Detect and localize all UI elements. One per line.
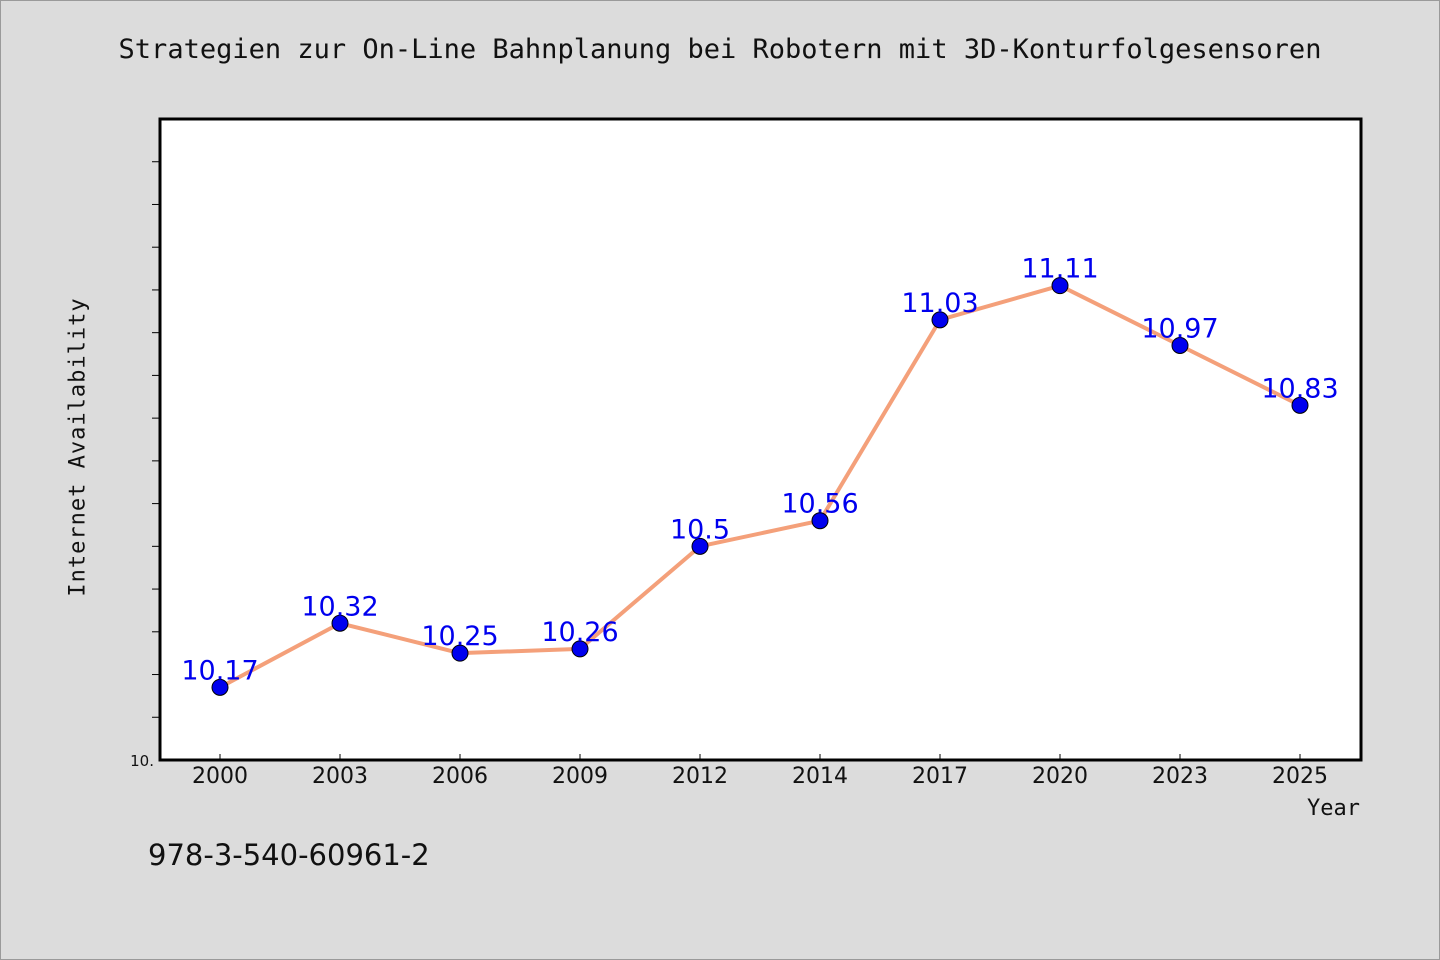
data-point-marker — [451, 644, 469, 662]
data-label: 10.25 — [421, 621, 498, 652]
x-tick-label: 2017 — [912, 764, 968, 789]
data-label: 10.5 — [670, 514, 730, 545]
plot-area — [158, 117, 1363, 762]
data-point-marker — [571, 640, 589, 658]
data-label: 11.11 — [1021, 254, 1098, 285]
data-point-marker — [1171, 336, 1189, 354]
data-point-marker — [1291, 396, 1309, 414]
data-point-marker — [931, 311, 949, 329]
data-label: 10.56 — [781, 489, 858, 520]
data-point-marker — [331, 614, 349, 632]
data-label: 10.83 — [1261, 373, 1338, 404]
series-markers — [211, 277, 1309, 696]
data-point-marker — [211, 678, 229, 696]
x-tick-label: 2025 — [1272, 764, 1328, 789]
x-axis-ticks — [219, 754, 1301, 760]
x-axis-label: Year — [1307, 796, 1360, 821]
data-labels: 10.17 10.32 10.25 10.26 10.5 10.56 11.03 11.11 1… — [181, 254, 1338, 687]
x-tick-label: 2009 — [552, 764, 608, 789]
x-tick-label: 2023 — [1152, 764, 1208, 789]
data-label: 10.17 — [181, 655, 258, 686]
data-point-marker — [691, 537, 709, 555]
x-tick-label: 2014 — [792, 764, 848, 789]
isbn-text: 978-3-540-60961-2 — [148, 838, 430, 872]
y-axis-label: Internet Availability — [65, 297, 91, 597]
x-tick-label: 2003 — [312, 764, 368, 789]
x-tick-label: 2020 — [1032, 764, 1088, 789]
series-line — [218, 283, 1302, 690]
data-label: 10.32 — [301, 591, 378, 622]
chart-title: Strategien zur On-Line Bahnplanung bei R… — [118, 34, 1322, 65]
data-label: 10.97 — [1141, 313, 1218, 344]
data-point-marker — [1051, 277, 1069, 295]
x-tick-label: 2000 — [192, 764, 248, 789]
x-tick-label: 2006 — [432, 764, 488, 789]
y-tick-label: 10. — [130, 752, 154, 770]
y-axis-ticks — [152, 161, 160, 718]
data-point-marker — [811, 512, 829, 530]
x-axis-tick-labels: 2000 2003 2006 2009 2012 2014 2017 2020 2023 2025 — [192, 764, 1328, 789]
data-label: 11.03 — [901, 288, 978, 319]
data-label: 10.26 — [541, 617, 618, 648]
x-tick-label: 2012 — [672, 764, 728, 789]
